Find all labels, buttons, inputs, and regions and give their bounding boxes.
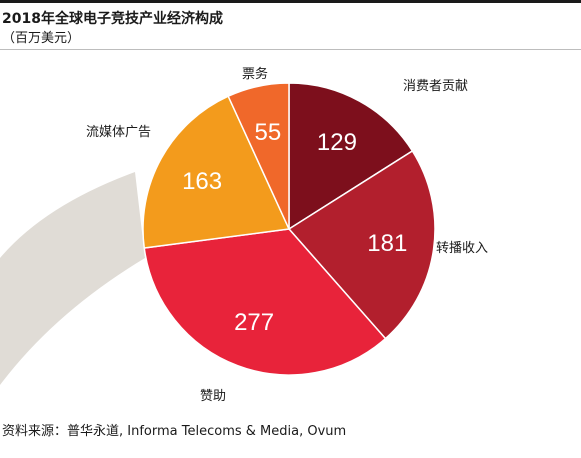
pie-slices [142, 82, 436, 376]
pie-category-label: 流媒体广告 [86, 125, 151, 140]
pie-category-label: 消费者贡献 [403, 79, 468, 94]
decorative-arc [0, 172, 145, 385]
source-note: 资料来源：普华永道, Informa Telecoms & Media, Ovu… [2, 424, 347, 439]
chart-subtitle: （百万美元） [2, 31, 81, 46]
pie-value-label: 277 [234, 309, 274, 336]
pie-slice [288, 82, 414, 231]
pie-value-label: 129 [317, 129, 357, 156]
pie-slice [287, 149, 436, 340]
pie-slice [227, 82, 290, 230]
pie-value-label: 55 [255, 119, 282, 146]
pie-category-label: 票务 [242, 66, 268, 82]
pie-value-label: 181 [367, 230, 407, 257]
pie-category-label: 转播收入 [436, 241, 488, 256]
pie-category-label: 赞助 [200, 389, 226, 404]
pie-slice [142, 95, 291, 249]
chart-title: 2018年全球电子竞技产业经济构成 [2, 11, 223, 27]
pie-value-labels: 129 181 277 163 55 [182, 119, 407, 336]
header-divider [0, 49, 581, 50]
pie-value-label: 163 [182, 168, 222, 195]
top-rule [0, 0, 581, 3]
pie-slice [143, 228, 387, 376]
